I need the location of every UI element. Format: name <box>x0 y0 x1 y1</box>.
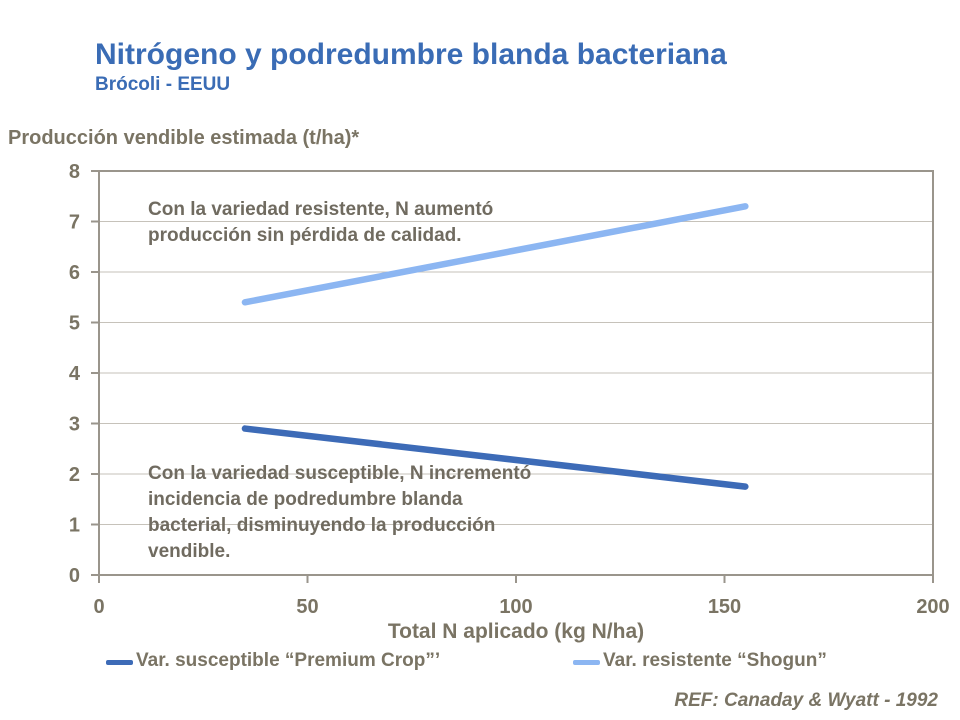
legend-label-resistant: Var. resistente “Shogun” <box>603 650 827 671</box>
y-tick-label-0: 0 <box>69 565 80 587</box>
legend-line-swatch-susceptible <box>106 659 133 665</box>
x-tick-label-150: 150 <box>708 596 741 618</box>
y-tick-label-2: 2 <box>69 464 80 486</box>
reference-text: REF: Canaday & Wyatt - 1992 <box>674 690 938 711</box>
y-tick-label-3: 3 <box>69 414 80 436</box>
legend-item-resistant: Var. resistente “Shogun” <box>573 650 827 672</box>
x-tick-label-200: 200 <box>916 596 949 618</box>
annotation-susceptible: Con la variedad susceptible, N increment… <box>148 463 532 562</box>
series-line-1 <box>241 203 749 306</box>
y-tick-label-1: 1 <box>69 515 80 537</box>
y-tick-label-5: 5 <box>69 313 80 335</box>
x-tick-label-50: 50 <box>296 596 318 618</box>
x-tick-label-100: 100 <box>499 596 532 618</box>
y-tick-label-4: 4 <box>69 363 81 385</box>
y-axis-title: Producción vendible estimada (t/ha)* <box>8 127 360 149</box>
y-tick-label-6: 6 <box>69 262 80 284</box>
x-axis-title: Total N aplicado (kg N/ha) <box>387 620 645 643</box>
y-tick-label-8: 8 <box>69 161 80 183</box>
legend-item-susceptible: Var. susceptible “Premium Crop”’ <box>106 650 440 672</box>
annotation-resistant: Con la variedad resistente, N aumentó pr… <box>148 199 494 246</box>
series-line-0 <box>241 425 749 490</box>
page-title: Nitrógeno y podredumbre blanda bacterian… <box>95 38 727 71</box>
x-tick-label-0: 0 <box>93 596 104 618</box>
y-tick-label-7: 7 <box>69 212 80 234</box>
legend-line-swatch-resistant <box>573 659 600 665</box>
page-subtitle: Brócoli - EEUU <box>95 74 231 95</box>
legend-label-susceptible: Var. susceptible “Premium Crop”’ <box>136 650 441 671</box>
